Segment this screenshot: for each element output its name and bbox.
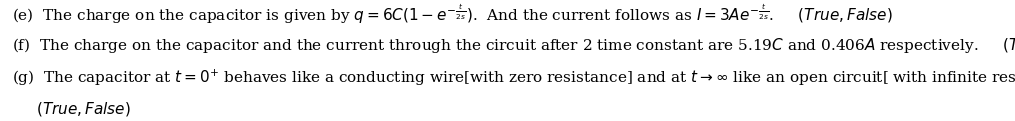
Text: (g)  The capacitor at $t = 0^{+}$ behaves like a conducting wire[with zero resis: (g) The capacitor at $t = 0^{+}$ behaves… <box>12 67 1015 88</box>
Text: (e)  The charge on the capacitor is given by $q = 6C(1 - e^{-\frac{t}{2s}})$.  A: (e) The charge on the capacitor is given… <box>12 3 893 26</box>
Text: $(True, False)$: $(True, False)$ <box>12 100 131 118</box>
Text: (f)  The charge on the capacitor and the current through the circuit after 2 tim: (f) The charge on the capacitor and the … <box>12 36 1015 56</box>
